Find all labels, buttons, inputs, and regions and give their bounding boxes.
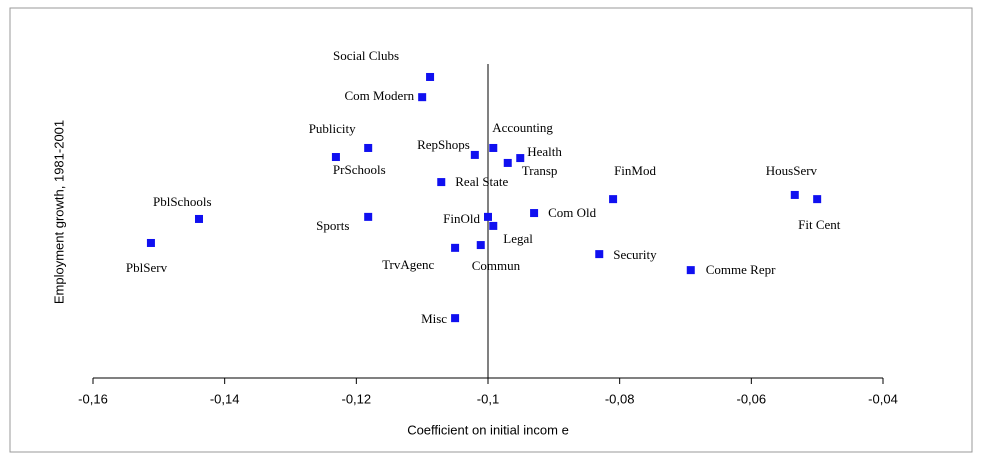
point [790,190,799,199]
x-axis-title: Coefficient on initial incom e [407,422,569,437]
point-label: Legal [503,231,533,246]
point [364,212,373,221]
point-label: Comme Repr [706,262,776,277]
point-label: PblSchools [153,194,212,209]
point-label: FinMod [614,163,656,178]
point [530,209,539,218]
point-label: HousServ [766,163,818,178]
point-label: TrvAgenc [382,257,434,272]
point [194,214,203,223]
point [146,238,155,247]
point-label: Publicity [309,121,356,136]
point-label: RepShops [417,137,470,152]
point [451,243,460,252]
point [595,250,604,259]
x-tick-label: -0,08 [605,391,635,406]
point [489,143,498,152]
point-label: FinOld [443,211,480,226]
point-label: Social Clubs [333,48,399,63]
point-label: Misc [421,311,447,326]
point [813,195,822,204]
point [426,72,435,81]
point-label: Transp [522,163,558,178]
point [476,241,485,250]
point [503,158,512,167]
point [609,195,618,204]
point-label: PblServ [126,260,168,275]
point [331,153,340,162]
point [364,143,373,152]
point-label: PrSchools [333,162,386,177]
point-label: Health [527,144,562,159]
point [516,154,525,163]
point [451,314,460,323]
x-tick-label: -0,12 [342,391,372,406]
x-tick-label: -0,14 [210,391,240,406]
point-label: Commun [472,258,521,273]
x-tick-label: -0,04 [868,391,898,406]
y-axis-title: Employment growth, 1981-2001 [51,120,66,304]
point-label: Sports [316,218,349,233]
point [470,150,479,159]
point [489,221,498,230]
x-tick-label: -0,06 [737,391,767,406]
point [484,212,492,221]
x-tick-label: -0,1 [477,391,499,406]
point [686,266,695,275]
point-label: Accounting [492,120,553,135]
point-label: Fit Cent [798,217,841,232]
x-tick-label: -0,16 [78,391,108,406]
point [418,93,427,102]
point-label: Security [613,247,657,262]
point-label: Com Modern [344,88,414,103]
point-label: Com Old [548,205,597,220]
point [437,178,446,187]
point-label: Real State [455,174,508,189]
